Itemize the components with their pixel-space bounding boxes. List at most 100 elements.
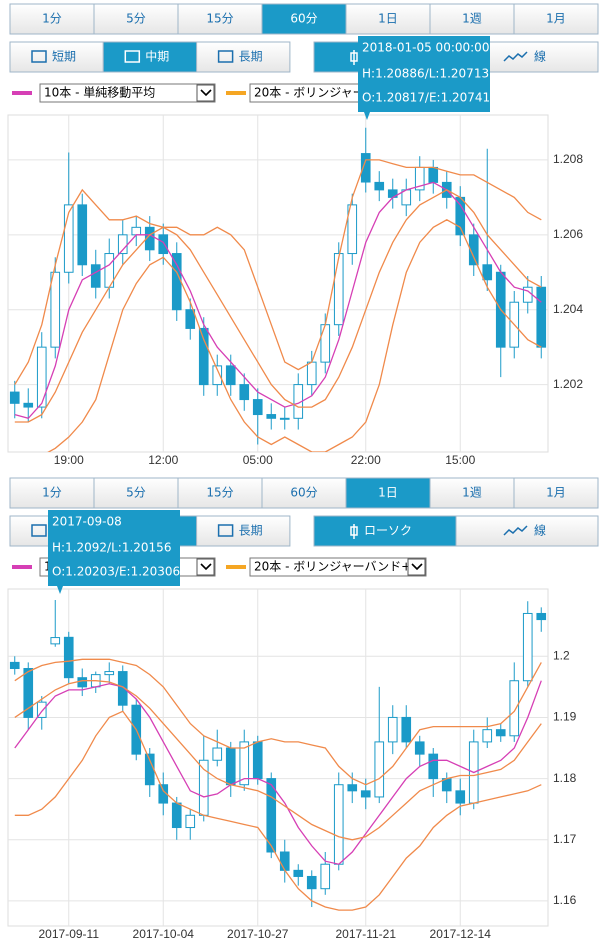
x-tick-label: 22:00: [351, 453, 381, 467]
candle-body: [63, 204, 74, 273]
select-arrow: [200, 89, 212, 97]
y-tick-label: 1.17: [553, 832, 577, 846]
range-icon: [217, 524, 234, 537]
style-button[interactable]: [455, 515, 599, 547]
range-icon: [31, 524, 47, 537]
y-tick-label: 1.204: [553, 302, 583, 316]
tooltip-box: [358, 36, 490, 112]
range-button[interactable]: [196, 41, 291, 73]
tab-button[interactable]: [9, 3, 95, 35]
candle-body: [320, 863, 331, 890]
range-icon: [217, 50, 234, 63]
indicator-swatch: [12, 565, 32, 569]
select-arrow-box: [407, 558, 426, 576]
plot-content: [9, 127, 547, 452]
tab-button[interactable]: [345, 3, 431, 35]
y-tick-label: 1.16: [553, 893, 577, 907]
style-icon: [350, 50, 358, 65]
candle-body: [252, 741, 263, 780]
candle-body: [23, 668, 34, 718]
x-tick-label: 15:00: [445, 453, 475, 467]
tab-label: 60分: [290, 12, 317, 26]
candle-body: [266, 778, 277, 853]
candle-body: [77, 677, 88, 688]
candle-body: [225, 747, 236, 786]
indicator-select[interactable]: [39, 83, 216, 103]
x-tick-label: 2017-09-11: [39, 927, 100, 941]
tab-button[interactable]: [513, 477, 599, 509]
tooltip-pointer: [57, 586, 63, 594]
candle-body: [171, 253, 182, 311]
candle-body: [77, 204, 88, 266]
candle-body: [9, 661, 20, 670]
range-label: 短期: [52, 50, 76, 64]
candle-body: [279, 851, 290, 871]
candle-body: [347, 204, 358, 255]
plot-area: [7, 588, 549, 927]
candle-body: [36, 346, 47, 408]
tab-button[interactable]: [93, 3, 179, 35]
style-icon: [503, 525, 528, 536]
range-button[interactable]: [9, 41, 104, 73]
tab-button[interactable]: [9, 477, 95, 509]
tooltip-date: 2018-01-05 00:00:00: [362, 41, 489, 55]
tab-button[interactable]: [177, 3, 263, 35]
indicator-line: [14, 189, 542, 423]
candle-body: [374, 181, 385, 191]
tooltip-line: O:1.20817/E:1.20741: [362, 91, 490, 105]
indicator-select[interactable]: [249, 557, 427, 577]
indicator-line: [14, 181, 542, 420]
candle-body: [212, 747, 223, 761]
range-label: 長期: [239, 50, 263, 64]
candle-body: [360, 153, 371, 183]
candle-body: [131, 226, 142, 236]
range-button[interactable]: [196, 515, 291, 547]
candle-body: [428, 166, 439, 183]
candle-body: [522, 612, 533, 682]
tab-button[interactable]: [177, 477, 263, 509]
candle-body: [333, 784, 344, 865]
select-arrow: [411, 563, 423, 571]
x-tick-label: 2017-10-27: [227, 927, 289, 941]
candle-body: [36, 701, 47, 718]
indicator-label: 10本 - 単純移動平均: [44, 86, 155, 100]
indicator-line: [14, 710, 542, 911]
candle-body: [333, 253, 344, 326]
candle-body: [185, 309, 196, 329]
tab-label: 5分: [126, 486, 146, 500]
candle-body: [482, 729, 493, 743]
candle-body: [482, 264, 493, 281]
candle-body: [428, 753, 439, 780]
tab-button[interactable]: [513, 3, 599, 35]
y-tick-label: 1.2: [553, 648, 570, 662]
candle-body: [239, 384, 250, 401]
range-icon: [31, 50, 47, 63]
candle-body: [198, 327, 209, 386]
candle-body: [23, 402, 34, 408]
y-tick-label: 1.206: [553, 227, 583, 241]
indicator-swatch: [226, 565, 246, 569]
tooltip-line: O:1.20203/E:1.20306: [52, 565, 180, 579]
x-tick-label: 12:00: [148, 453, 178, 467]
tab-button[interactable]: [429, 3, 515, 35]
candle-body: [320, 324, 331, 363]
candle-body: [468, 234, 479, 266]
candle-body: [374, 741, 385, 798]
style-icon: [503, 51, 528, 62]
select-arrow-box: [196, 84, 215, 102]
tab-button[interactable]: [345, 477, 431, 509]
candle-body: [279, 417, 290, 420]
tab-button[interactable]: [429, 477, 515, 509]
indicator-line: [14, 159, 542, 385]
indicator-label: 20本 - ボリンジャーバンド+1: [254, 560, 419, 574]
candle-body: [266, 414, 277, 419]
candle-body: [360, 790, 371, 798]
range-button[interactable]: [102, 41, 198, 73]
style-label: 線: [534, 523, 546, 538]
range-icon: [124, 50, 141, 63]
style-label: 線: [534, 49, 546, 64]
candle-body: [536, 612, 547, 621]
y-tick-label: 1.19: [553, 710, 577, 724]
tab-label: 1分: [42, 12, 62, 26]
indicator-swatch: [12, 91, 32, 95]
